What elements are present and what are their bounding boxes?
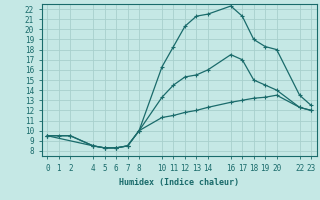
- X-axis label: Humidex (Indice chaleur): Humidex (Indice chaleur): [119, 178, 239, 187]
